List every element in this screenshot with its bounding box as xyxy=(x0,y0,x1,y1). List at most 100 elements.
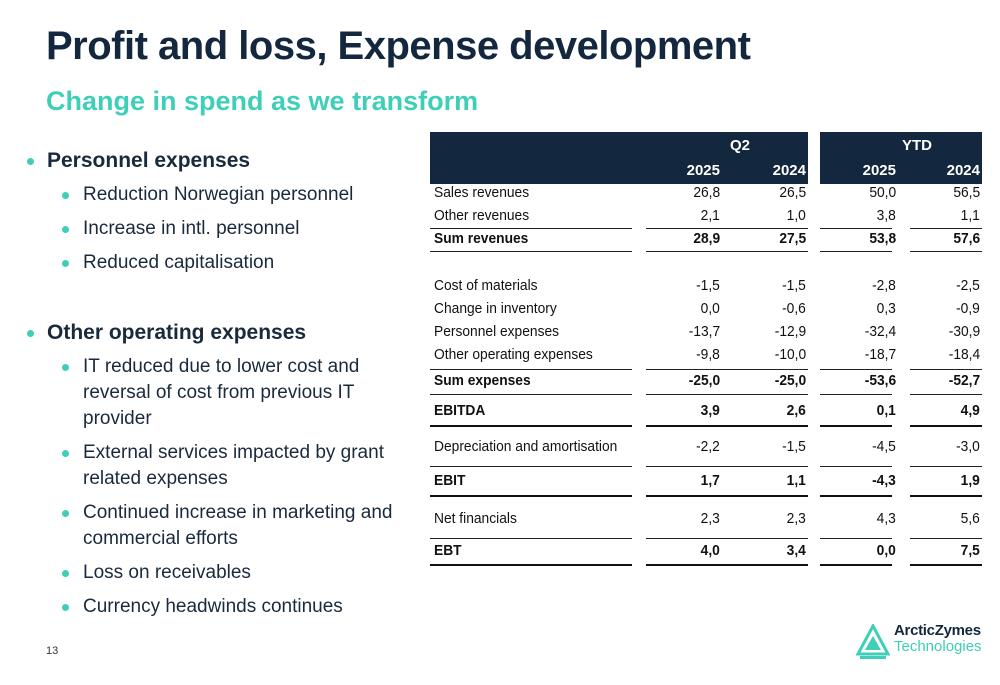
row-separator xyxy=(646,564,808,566)
bullet-item: Reduction Norwegian personnel xyxy=(26,182,396,208)
row-value: 2,1 xyxy=(700,207,720,224)
row-label: EBIT xyxy=(434,472,466,489)
row-separator xyxy=(430,228,632,229)
row-separator xyxy=(820,394,892,395)
bullet-dot-icon xyxy=(62,260,69,267)
row-value: -3,0 xyxy=(956,438,980,455)
row-value: 7,5 xyxy=(960,542,980,559)
bullet-item: Currency headwinds continues xyxy=(26,594,396,620)
bullet-dot-icon xyxy=(62,570,69,577)
row-value: -25,0 xyxy=(774,372,806,389)
row-separator xyxy=(430,251,632,252)
row-separator xyxy=(820,425,892,427)
row-separator xyxy=(910,369,982,370)
bullet-item: Reduced capitalisation xyxy=(26,250,396,276)
row-value: -4,5 xyxy=(872,438,896,455)
row-label: EBT xyxy=(434,542,462,559)
row-value: 0,3 xyxy=(876,300,896,317)
row-value: -9,8 xyxy=(696,346,720,363)
row-value: 4,3 xyxy=(876,510,896,527)
bullet-text: Other operating expenses xyxy=(47,321,307,344)
row-label: Cost of materials xyxy=(434,277,538,294)
arcticzymes-logo-icon xyxy=(856,624,890,659)
row-label: Sum revenues xyxy=(434,230,529,247)
row-separator xyxy=(646,369,808,370)
bullet-text: IT reduced due to lower cost and reversa… xyxy=(83,356,360,429)
bullet-item: Loss on receivables xyxy=(26,560,396,586)
row-separator xyxy=(646,425,808,427)
row-value: 50,0 xyxy=(869,184,896,201)
row-separator xyxy=(910,495,982,497)
row-separator xyxy=(910,394,982,395)
bullet-item: External services impacted by grant rela… xyxy=(26,440,396,492)
row-label: Change in inventory xyxy=(434,300,557,317)
group-header-q2: Q2 xyxy=(730,137,751,154)
row-value: 0,1 xyxy=(876,402,896,419)
bullet-text: Continued increase in marketing and comm… xyxy=(83,502,393,549)
row-value: -53,6 xyxy=(864,372,896,389)
row-separator xyxy=(910,251,982,252)
page-title: Profit and loss, Expense development xyxy=(46,24,751,68)
row-value: -18,7 xyxy=(864,346,896,363)
bullet-dot-icon xyxy=(62,192,69,199)
bullet-heading: Personnel expenses xyxy=(26,148,396,174)
year-header-ytd-2025: 2025 xyxy=(862,162,896,179)
bullet-heading: Other operating expenses xyxy=(26,320,396,346)
profit-loss-table: Q2 YTD 2025 2024 2025 2024 Sales revenue… xyxy=(430,132,982,572)
row-separator xyxy=(820,369,892,370)
company-logo: ArcticZymes Technologies xyxy=(856,622,986,662)
row-label: Other operating expenses xyxy=(434,346,593,363)
bullet-text: Reduction Norwegian personnel xyxy=(83,184,354,205)
row-label: Net financials xyxy=(434,510,517,527)
bullet-dot-icon xyxy=(62,604,69,611)
row-value: -2,2 xyxy=(696,438,720,455)
row-value: -1,5 xyxy=(696,277,720,294)
year-header-ytd-2024: 2024 xyxy=(946,162,980,179)
row-value: 5,6 xyxy=(960,510,980,527)
bullet-dot-icon xyxy=(62,364,69,371)
row-value: 3,8 xyxy=(876,207,896,224)
bullet-list: Personnel expenses Reduction Norwegian pe… xyxy=(26,148,396,620)
row-value: -0,6 xyxy=(782,300,806,317)
row-separator xyxy=(430,538,632,539)
bullet-dot-icon xyxy=(62,450,69,457)
row-value: 1,9 xyxy=(960,472,980,489)
row-value: 4,9 xyxy=(960,402,980,419)
bullet-dot-icon xyxy=(62,510,69,517)
row-separator xyxy=(430,369,632,370)
row-value: -1,5 xyxy=(782,277,806,294)
bullet-dot-icon xyxy=(27,330,34,337)
row-label: Personnel expenses xyxy=(434,323,560,340)
row-value: -10,0 xyxy=(774,346,806,363)
row-separator xyxy=(646,495,808,497)
row-separator xyxy=(820,251,892,252)
row-value: 1,1 xyxy=(960,207,980,224)
row-separator xyxy=(430,466,632,467)
row-value: 28,9 xyxy=(693,230,720,247)
year-header-q2-2025: 2025 xyxy=(686,162,720,179)
row-separator xyxy=(646,228,808,229)
row-value: 1,7 xyxy=(700,472,720,489)
row-value: -18,4 xyxy=(948,346,980,363)
row-value: 26,5 xyxy=(779,184,806,201)
row-value: 0,0 xyxy=(876,542,896,559)
logo-name: ArcticZymes xyxy=(894,622,981,639)
row-label: Sum expenses xyxy=(434,372,531,389)
row-separator xyxy=(820,538,892,539)
row-separator xyxy=(910,228,982,229)
row-value: 2,3 xyxy=(700,510,720,527)
row-value: 57,6 xyxy=(953,230,980,247)
row-value: -25,0 xyxy=(688,372,720,389)
row-value: 3,4 xyxy=(786,542,806,559)
bullet-text: Personnel expenses xyxy=(47,149,251,172)
row-value: 56,5 xyxy=(953,184,980,201)
row-value: -0,9 xyxy=(956,300,980,317)
bullet-text: External services impacted by grant rela… xyxy=(83,442,384,489)
row-value: 3,9 xyxy=(700,402,720,419)
row-separator xyxy=(910,425,982,427)
q2-header-band xyxy=(430,132,808,184)
row-separator xyxy=(820,564,892,566)
year-header-q2-2024: 2024 xyxy=(772,162,806,179)
row-separator xyxy=(430,564,632,566)
bullet-text: Currency headwinds continues xyxy=(83,596,343,617)
